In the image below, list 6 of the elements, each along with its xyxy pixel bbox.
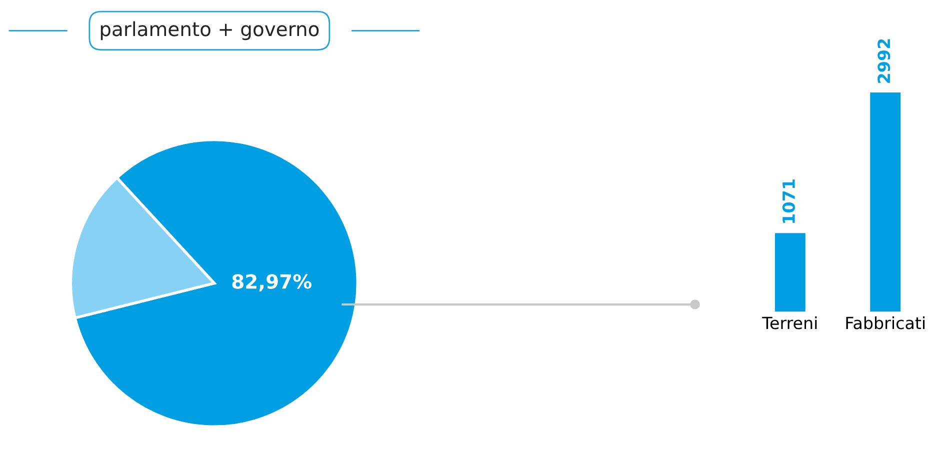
data-label: 2992: [878, 39, 890, 83]
data-label: 82,97%: [232, 274, 312, 292]
chart-title: parlamento + governo: [100, 21, 319, 40]
x-tick-label: Fabbricati: [846, 316, 925, 330]
data-label: 1071: [782, 180, 795, 223]
x-tick-label: Terreni: [762, 316, 817, 330]
